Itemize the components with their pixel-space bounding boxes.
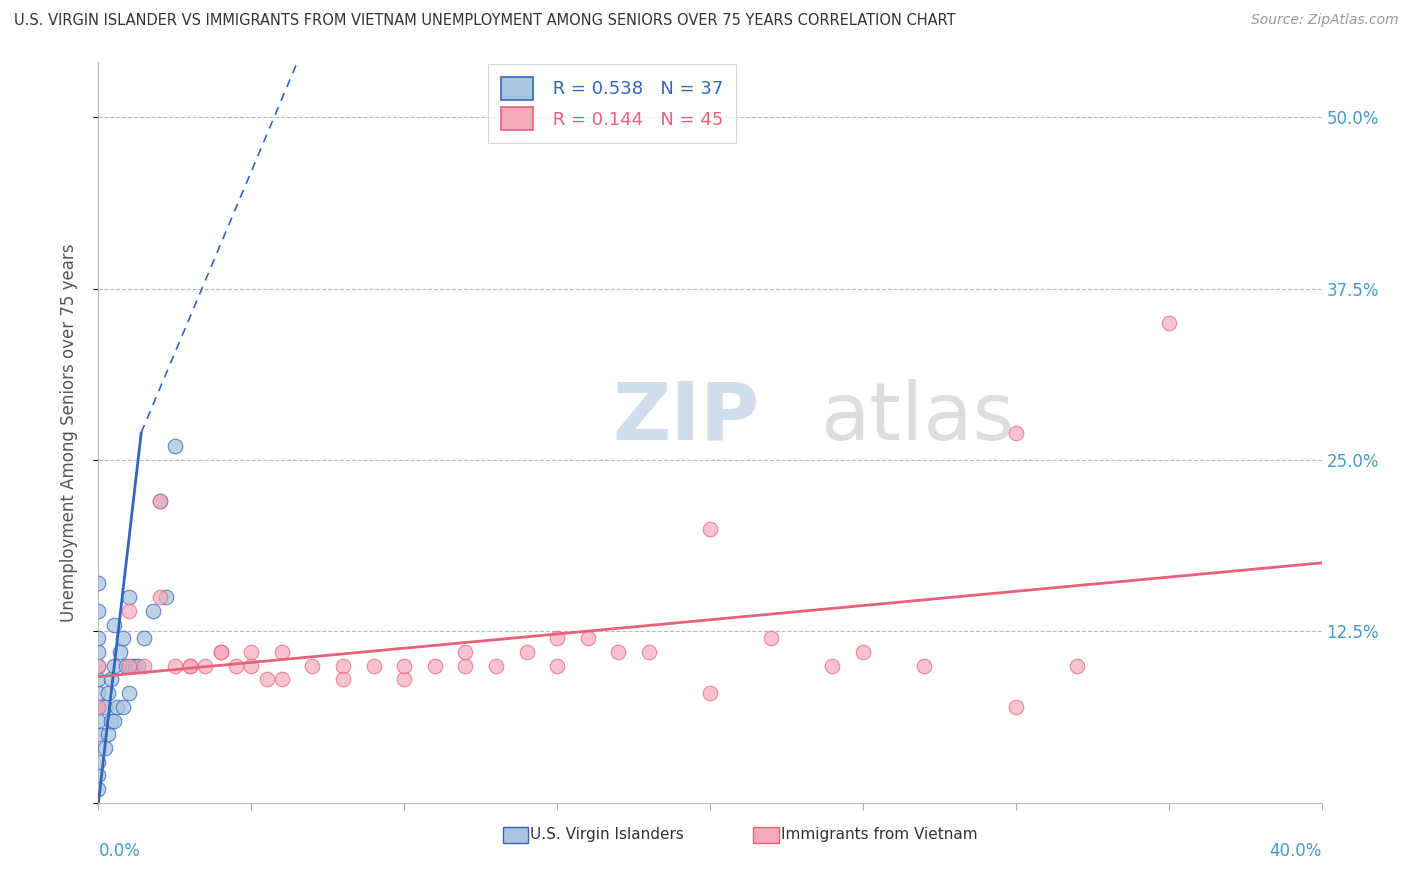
Point [118,590,141,604]
Y-axis label: Unemployment Among Seniors over 75 years: Unemployment Among Seniors over 75 years [59,244,77,622]
Point [111,632,134,646]
Point [87,645,110,659]
Point [93,699,115,714]
Point [392,658,416,673]
Point [1157,316,1180,330]
Point [87,755,110,769]
Point [179,658,201,673]
Point [759,632,782,646]
Text: ZIP: ZIP [612,379,759,457]
Point [108,645,131,659]
Point [209,645,232,659]
Legend:  R = 0.538   N = 37,  R = 0.144   N = 45: R = 0.538 N = 37, R = 0.144 N = 45 [488,64,737,143]
Text: 0.0%: 0.0% [98,842,141,860]
Point [270,645,292,659]
Point [87,632,110,646]
Point [209,645,232,659]
Point [87,782,110,797]
Point [87,658,110,673]
Point [149,590,172,604]
Text: atlas: atlas [820,379,1015,457]
Point [607,645,630,659]
Point [392,673,416,687]
Point [87,714,110,728]
Point [103,714,125,728]
Point [1004,699,1026,714]
Point [637,645,661,659]
Text: U.S. Virgin Islanders: U.S. Virgin Islanders [530,828,683,842]
Point [142,604,165,618]
Point [87,673,110,687]
Point [454,658,477,673]
Point [118,658,141,673]
Point [546,658,568,673]
Point [124,658,146,673]
Point [87,699,110,714]
Point [87,768,110,782]
Point [363,658,385,673]
Point [105,699,128,714]
Point [111,699,134,714]
Point [87,686,110,700]
Point [699,522,721,536]
Point [127,658,149,673]
Point [256,673,278,687]
Point [194,658,217,673]
Point [423,658,446,673]
Point [225,658,247,673]
Point [87,699,110,714]
Point [1066,658,1088,673]
Point [332,673,354,687]
Point [516,645,538,659]
Point [121,658,143,673]
Point [163,658,186,673]
Point [87,604,110,618]
Point [118,686,141,700]
Point [454,645,477,659]
Point [179,658,201,673]
Point [100,673,122,687]
Point [485,658,508,673]
Point [699,686,721,700]
Point [103,658,125,673]
Point [115,658,138,673]
Point [93,741,115,756]
Text: Immigrants from Vietnam: Immigrants from Vietnam [780,828,977,842]
Point [912,658,935,673]
Point [240,658,263,673]
Point [270,673,292,687]
Text: Source: ZipAtlas.com: Source: ZipAtlas.com [1251,13,1399,28]
Point [821,658,844,673]
Point [149,494,172,508]
Point [87,727,110,741]
Point [301,658,323,673]
Point [103,617,125,632]
Point [100,714,122,728]
Point [149,494,172,508]
Point [87,658,110,673]
Point [546,632,568,646]
Point [97,727,120,741]
Point [97,686,120,700]
Point [118,604,141,618]
Point [134,632,156,646]
Point [134,658,156,673]
Point [163,439,186,453]
Text: 40.0%: 40.0% [1270,842,1322,860]
Point [87,576,110,591]
Point [576,632,599,646]
Point [155,590,177,604]
Point [852,645,875,659]
Point [332,658,354,673]
Point [240,645,263,659]
Text: U.S. VIRGIN ISLANDER VS IMMIGRANTS FROM VIETNAM UNEMPLOYMENT AMONG SENIORS OVER : U.S. VIRGIN ISLANDER VS IMMIGRANTS FROM … [14,13,956,29]
Point [1004,425,1026,440]
